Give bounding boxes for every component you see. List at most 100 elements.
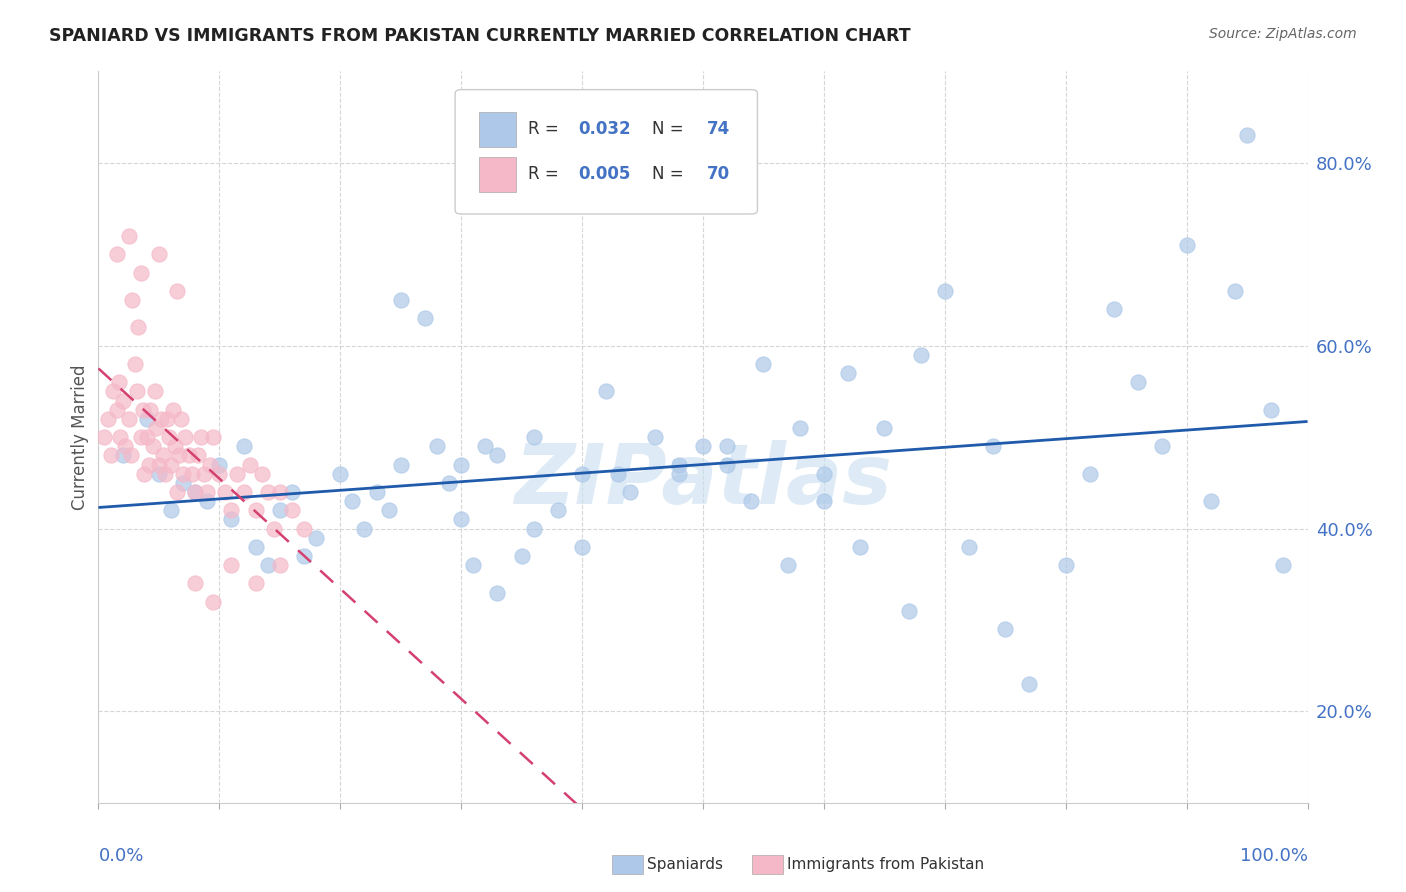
Point: [1152, 439, 1174, 453]
Point: [245, 576, 267, 591]
Point: [214, 485, 236, 500]
Point: [152, 448, 174, 462]
Point: [256, 558, 278, 573]
Point: [150, 412, 173, 426]
Point: [1102, 301, 1125, 317]
Point: [716, 439, 738, 453]
Point: [1018, 677, 1040, 691]
Point: [547, 503, 569, 517]
Point: [139, 402, 162, 417]
Point: [366, 485, 388, 500]
Point: [389, 293, 412, 307]
Point: [129, 266, 152, 280]
Point: [135, 412, 157, 426]
Point: [105, 402, 128, 417]
Point: [426, 439, 449, 453]
Point: [127, 384, 149, 399]
Point: [571, 540, 593, 554]
Point: [256, 485, 278, 500]
Point: [111, 393, 134, 408]
Point: [1199, 494, 1222, 508]
Point: [305, 531, 328, 545]
Point: [389, 458, 412, 472]
Point: [1054, 558, 1077, 573]
Text: N =: N =: [652, 166, 689, 184]
Point: [619, 485, 641, 500]
Point: [994, 622, 1017, 636]
Point: [250, 467, 273, 481]
Point: [100, 448, 122, 462]
Point: [135, 430, 157, 444]
Point: [413, 311, 436, 326]
Point: [118, 228, 141, 243]
Point: [166, 284, 188, 298]
Point: [184, 485, 207, 500]
Point: [105, 247, 128, 261]
Point: [202, 430, 225, 444]
Point: [232, 439, 254, 453]
Point: [195, 494, 218, 508]
Point: [193, 467, 215, 481]
Point: [202, 594, 225, 608]
Point: [269, 485, 291, 500]
Point: [184, 485, 207, 500]
Point: [1260, 402, 1282, 417]
Point: [134, 467, 156, 481]
Point: [981, 439, 1004, 453]
Point: [184, 576, 207, 591]
Text: R =: R =: [527, 166, 564, 184]
Point: [169, 412, 191, 426]
Point: [668, 458, 690, 472]
Point: [101, 384, 124, 399]
Point: [108, 375, 131, 389]
Point: [450, 512, 472, 526]
FancyBboxPatch shape: [456, 90, 758, 214]
Point: [463, 558, 485, 573]
Point: [837, 366, 859, 380]
Point: [160, 458, 183, 472]
Text: 74: 74: [707, 120, 730, 138]
Point: [148, 458, 170, 472]
Point: [668, 467, 690, 481]
Point: [789, 421, 811, 435]
Point: [142, 439, 165, 453]
Point: [849, 540, 872, 554]
Point: [571, 467, 593, 481]
Point: [172, 475, 194, 490]
Text: Source: ZipAtlas.com: Source: ZipAtlas.com: [1209, 27, 1357, 41]
Point: [1272, 558, 1295, 573]
Point: [813, 494, 835, 508]
Point: [169, 448, 191, 462]
Point: [281, 503, 304, 517]
Point: [157, 430, 180, 444]
Point: [1078, 467, 1101, 481]
Point: [166, 485, 188, 500]
Point: [1175, 238, 1198, 252]
Point: [437, 475, 460, 490]
Text: 0.0%: 0.0%: [98, 847, 143, 864]
Point: [143, 384, 166, 399]
Text: 0.032: 0.032: [578, 120, 631, 138]
Point: [124, 357, 146, 371]
Point: [1236, 128, 1258, 143]
Point: [108, 430, 131, 444]
Point: [172, 467, 194, 481]
Point: [138, 458, 160, 472]
Point: [813, 467, 835, 481]
Point: [245, 540, 267, 554]
Text: Immigrants from Pakistan: Immigrants from Pakistan: [787, 857, 984, 871]
Y-axis label: Currently Married: Currently Married: [70, 364, 89, 510]
Point: [180, 467, 202, 481]
Text: SPANIARD VS IMMIGRANTS FROM PAKISTAN CURRENTLY MARRIED CORRELATION CHART: SPANIARD VS IMMIGRANTS FROM PAKISTAN CUR…: [49, 27, 911, 45]
Point: [226, 467, 249, 481]
Point: [510, 549, 533, 563]
Point: [148, 467, 170, 481]
Point: [644, 430, 666, 444]
Point: [1223, 284, 1246, 298]
FancyBboxPatch shape: [479, 157, 516, 192]
Point: [342, 494, 364, 508]
Point: [474, 439, 496, 453]
Text: 70: 70: [707, 166, 730, 184]
Point: [148, 247, 170, 261]
Point: [269, 503, 291, 517]
